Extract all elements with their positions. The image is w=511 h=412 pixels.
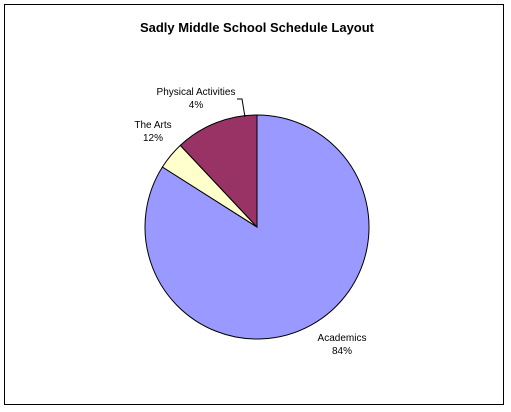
pie-slices: [144, 114, 370, 340]
slice-value-label: 84%: [332, 346, 352, 357]
leader-line: [237, 98, 246, 118]
slice-label: Academics: [318, 333, 367, 344]
chart-title: Sadly Middle School Schedule Layout: [140, 20, 375, 35]
slice-labels: Academics 84% Physical Activities 4% The Art…: [134, 87, 366, 357]
slice-value-label: 12%: [143, 133, 163, 144]
pie-slice-the-arts: [179, 114, 258, 229]
slice-value-label: 4%: [189, 100, 204, 111]
slice-label: The Arts: [134, 120, 171, 131]
chart-area: Sadly Middle School Schedule Layout Acad…: [4, 4, 504, 405]
pie-chart: Sadly Middle School Schedule Layout Acad…: [134, 20, 375, 357]
slice-label: Physical Activities: [157, 87, 236, 98]
